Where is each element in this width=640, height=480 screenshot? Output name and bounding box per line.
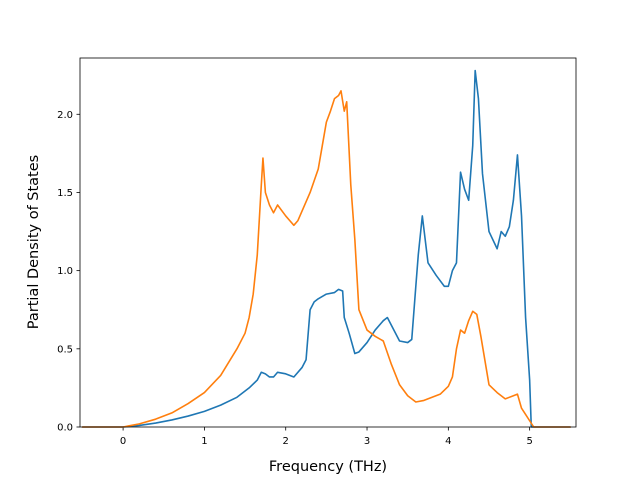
y-tick-label: 2.0 [57, 110, 73, 121]
x-tick-label: 3 [364, 436, 370, 447]
series-line-2 [81, 90, 572, 428]
y-tick-label: 1.0 [57, 266, 73, 277]
x-tick-label: 1 [201, 436, 207, 447]
ticks-layer: 0 1 2 3 4 5 0.0 0.5 1.0 1.5 2.0 [57, 110, 533, 447]
y-tick-label: 0.0 [57, 423, 73, 434]
x-tick-label: 5 [526, 436, 532, 447]
y-axis-label: Partial Density of States [26, 155, 42, 329]
y-tick-label: 1.5 [57, 188, 73, 199]
lines-layer [81, 69, 572, 428]
x-tick-label: 2 [283, 436, 289, 447]
x-tick-label: 0 [120, 436, 126, 447]
plot-area-background [80, 58, 576, 427]
plot-frame [79, 57, 577, 428]
x-axis-label: Frequency (THz) [269, 459, 387, 475]
y-tick-label: 0.5 [57, 344, 73, 355]
series-line-1 [81, 69, 572, 428]
x-tick-label: 4 [445, 436, 451, 447]
